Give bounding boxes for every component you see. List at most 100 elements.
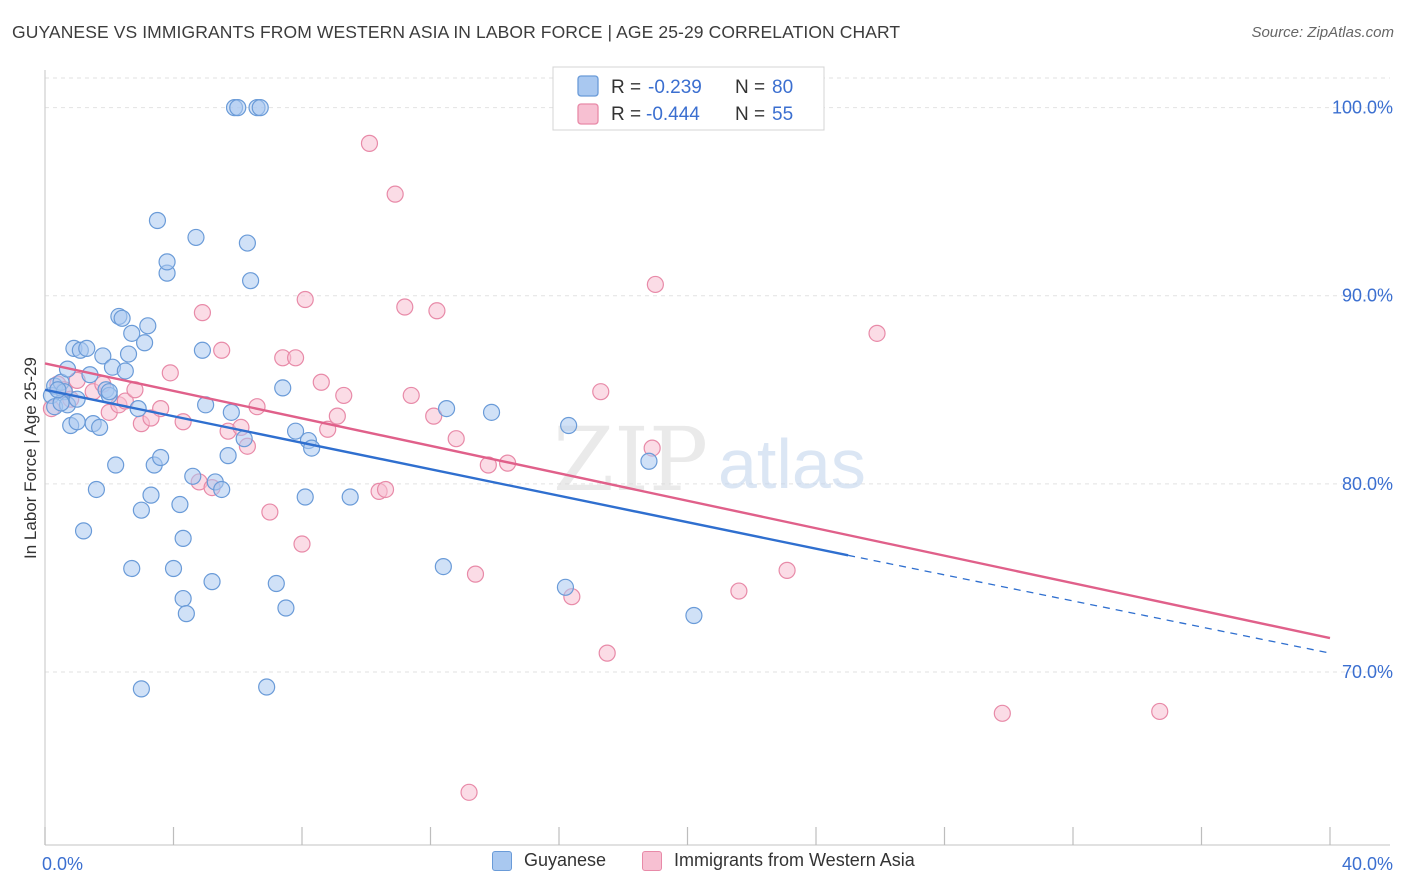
point-western-asia <box>425 407 443 425</box>
point-western-asia <box>592 383 610 401</box>
point-guyanese <box>213 480 231 499</box>
point-guyanese <box>242 272 260 290</box>
stats-n-value-2: 55 <box>772 104 793 125</box>
point-guyanese <box>142 486 160 504</box>
point-guyanese <box>219 447 237 465</box>
point-guyanese <box>296 488 314 506</box>
point-guyanese <box>174 589 192 608</box>
point-guyanese <box>139 317 157 335</box>
y-tick-label: 70.0% <box>1342 662 1393 682</box>
point-guyanese <box>123 559 141 578</box>
point-guyanese <box>274 379 292 397</box>
point-guyanese <box>193 341 212 359</box>
stats-r-label-1: R = <box>611 77 641 98</box>
point-guyanese <box>68 413 86 431</box>
x-tick-label-min: 0.0% <box>42 854 83 874</box>
legend-swatch-guyanese <box>492 850 512 871</box>
trend-lines <box>44 362 1331 654</box>
point-western-asia <box>730 582 748 600</box>
point-western-asia <box>376 480 395 499</box>
stats-swatch-western-asia <box>577 103 599 125</box>
point-guyanese <box>434 558 452 576</box>
point-guyanese <box>148 211 167 230</box>
stats-r-value-2: -0.444 <box>646 104 700 125</box>
point-western-asia <box>312 373 330 391</box>
chart-title: GUYANESE VS IMMIGRANTS FROM WESTERN ASIA… <box>12 22 901 42</box>
source-credit: Source: ZipAtlas.com <box>1251 24 1394 41</box>
point-guyanese <box>100 383 118 401</box>
point-western-asia <box>293 535 311 553</box>
point-western-asia <box>428 302 446 320</box>
point-guyanese <box>152 448 170 467</box>
point-guyanese <box>116 362 134 380</box>
point-guyanese <box>267 574 285 593</box>
trend-line-western-asia <box>44 362 1331 640</box>
trend-line-guyanese-extrapolated <box>847 554 1331 654</box>
point-guyanese <box>91 418 109 437</box>
point-guyanese <box>341 488 359 506</box>
point-guyanese <box>177 605 195 623</box>
legend-swatch-western-asia <box>642 850 662 871</box>
legend-label-guyanese: Guyanese <box>524 850 607 870</box>
point-guyanese <box>437 399 456 418</box>
point-guyanese <box>74 522 93 540</box>
point-western-asia <box>360 134 379 152</box>
point-guyanese <box>49 381 67 399</box>
point-guyanese <box>68 390 86 408</box>
y-tick-label: 100.0% <box>1332 98 1393 118</box>
point-guyanese <box>222 403 240 421</box>
point-western-asia <box>161 364 179 382</box>
legend-item-western-asia: Immigrants from Western Asia <box>642 850 915 871</box>
point-western-asia <box>993 704 1011 722</box>
point-guyanese <box>119 345 138 363</box>
point-guyanese <box>78 339 96 357</box>
point-guyanese <box>107 456 125 474</box>
point-guyanese <box>286 422 305 440</box>
watermark-zip: ZIP <box>553 408 708 511</box>
x-tick-label-max: 40.0% <box>1342 854 1393 874</box>
point-guyanese <box>87 480 106 499</box>
point-guyanese <box>556 578 575 596</box>
point-guyanese <box>229 99 247 117</box>
point-guyanese <box>258 678 276 696</box>
y-axis-label: In Labor Force | Age 25-29 <box>21 357 40 559</box>
legend-item-guyanese: Guyanese <box>492 850 606 871</box>
point-guyanese <box>203 573 221 591</box>
stats-legend: R = -0.239 N = 80 R = -0.444 N = 55 <box>552 66 825 131</box>
stats-swatch-guyanese <box>577 75 599 97</box>
series-legend: Guyanese Immigrants from Western Asia <box>0 850 1406 880</box>
point-guyanese <box>685 606 703 625</box>
point-western-asia <box>213 341 231 359</box>
point-guyanese <box>640 452 658 470</box>
legend-label-western-asia: Immigrants from Western Asia <box>674 850 915 870</box>
axes <box>44 70 1390 846</box>
point-guyanese <box>132 501 150 519</box>
point-guyanese <box>164 559 183 578</box>
stats-n-label-1: N = <box>735 77 765 98</box>
point-guyanese <box>560 416 578 435</box>
point-western-asia <box>402 386 420 405</box>
point-western-asia <box>261 503 279 521</box>
stats-n-label-2: N = <box>735 104 765 125</box>
point-western-asia <box>396 298 414 316</box>
point-guyanese <box>132 680 150 698</box>
grid-lines <box>45 77 1390 673</box>
point-western-asia <box>193 304 212 322</box>
point-western-asia <box>1151 702 1169 721</box>
y-tick-label: 80.0% <box>1342 474 1393 494</box>
point-guyanese <box>113 309 131 327</box>
point-western-asia <box>447 430 465 448</box>
x-tick-labels: 0.0% 40.0% <box>42 854 1393 874</box>
point-western-asia <box>296 290 314 309</box>
point-western-asia <box>386 185 404 203</box>
point-guyanese <box>184 467 202 485</box>
point-guyanese <box>277 599 295 617</box>
point-western-asia <box>778 561 796 579</box>
point-guyanese <box>174 529 192 547</box>
point-guyanese <box>251 99 269 117</box>
point-guyanese <box>158 253 176 271</box>
stats-r-label-2: R = <box>611 104 641 125</box>
stats-n-value-1: 80 <box>772 77 793 98</box>
point-guyanese <box>171 495 189 514</box>
